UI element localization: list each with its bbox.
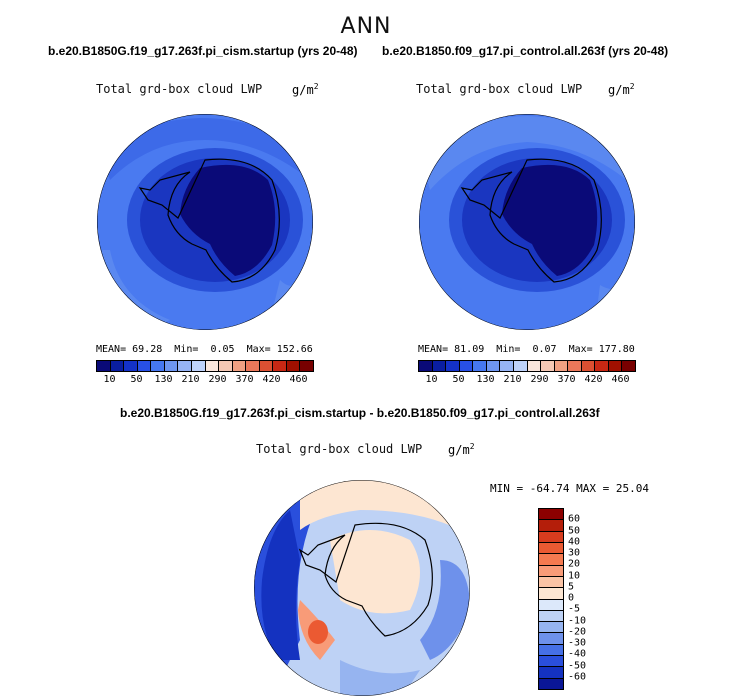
colorbar-swatch [539,644,563,657]
colorbar-swatch [486,361,501,371]
colorbar-swatch [568,361,582,371]
colorbar-swatch [246,361,260,371]
colorbar-swatch [539,599,563,611]
colorbar-swatch [539,667,563,679]
colorbar-label: -50 [568,660,587,671]
panel1-variable: Total grd-box cloud LWP [96,82,263,96]
colorbar-label: 0 [568,592,575,604]
colorbar-label: 370 [235,374,254,385]
colorbar-swatch [164,361,179,371]
colorbar-swatch [539,554,563,566]
panel2-variable: Total grd-box cloud LWP [416,82,583,96]
figure-title: ANN [340,14,392,39]
colorbar-label: 30 [568,547,581,559]
colorbar-swatch [419,361,433,371]
colorbar-swatch [137,361,152,371]
colorbar-swatch [539,678,563,689]
colorbar-swatch [205,361,220,371]
colorbar-label: 370 [557,374,576,385]
colorbar-swatch [110,361,125,371]
colorbar-swatch [539,656,563,668]
colorbar-label: -10 [568,615,587,626]
colorbar-label: 210 [181,374,200,385]
colorbar-swatch [232,361,247,371]
panel2-polar-map [419,114,635,330]
colorbar-label: 10 [568,570,581,581]
colorbar-swatch [539,610,563,623]
colorbar-label: -60 [568,671,587,683]
colorbar-swatch [259,361,274,371]
colorbar-swatch [539,509,563,521]
colorbar-swatch [539,633,563,645]
colorbar-swatch [513,361,528,371]
colorbar-label: 210 [503,374,522,385]
colorbar-label: -5 [568,603,581,615]
panel3-colorbar [538,508,564,690]
colorbar-label: 290 [208,374,227,385]
colorbar-swatch [273,361,287,371]
colorbar-label: 130 [476,374,495,385]
colorbar-swatch [151,361,165,371]
colorbar-swatch [446,361,460,371]
colorbar-label: 5 [568,581,575,593]
colorbar-swatch [527,361,542,371]
colorbar-swatch [581,361,596,371]
colorbar-label: 60 [568,513,581,525]
colorbar-swatch [554,361,569,371]
colorbar-swatch [459,361,474,371]
colorbar-swatch [539,531,563,543]
panel3-variable: Total grd-box cloud LWP [256,442,423,456]
colorbar-label: 460 [611,374,630,385]
colorbar-swatch [219,361,233,371]
panel1-polar-map [97,114,313,330]
colorbar-label: -30 [568,637,587,649]
colorbar-label: 10 [425,374,438,385]
panel1-colorbar [96,360,314,372]
colorbar-swatch [539,576,563,589]
colorbar-swatch [539,542,563,555]
colorbar-swatch [539,622,563,634]
panel1-stats: MEAN= 69.28 Min= 0.05 Max= 152.66 [96,344,313,355]
colorbar-swatch [595,361,609,371]
panel3-case-title: b.e20.B1850G.f19_g17.263f.pi_cism.startu… [120,406,600,420]
colorbar-swatch [500,361,514,371]
colorbar-label: 20 [568,558,581,570]
colorbar-label: -40 [568,648,587,660]
panel1-units: g/m2 [292,82,319,97]
colorbar-swatch [622,361,635,371]
colorbar-label: 420 [262,374,281,385]
colorbar-swatch [473,361,487,371]
colorbar-label: 10 [103,374,116,385]
panel2-stats: MEAN= 81.09 Min= 0.07 Max= 177.80 [418,344,635,355]
panel2-case-title: b.e20.B1850.f09_g17.pi_control.all.263f … [382,44,669,58]
colorbar-label: 40 [568,536,581,548]
colorbar-swatch [539,565,563,577]
colorbar-label: 290 [530,374,549,385]
colorbar-label: 50 [568,525,581,536]
colorbar-swatch [286,361,301,371]
colorbar-swatch [300,361,313,371]
panel3-polar-map [254,480,470,696]
colorbar-label: 50 [130,374,143,385]
panel2-colorbar [418,360,636,372]
colorbar-label: 130 [154,374,173,385]
colorbar-label: -20 [568,626,587,638]
colorbar-swatch [539,588,563,600]
colorbar-swatch [539,520,563,532]
colorbar-swatch [608,361,623,371]
panel3-minmax: MIN = -64.74 MAX = 25.04 [490,482,649,495]
colorbar-label: 460 [289,374,308,385]
colorbar-swatch [97,361,111,371]
colorbar-swatch [541,361,555,371]
colorbar-swatch [124,361,138,371]
colorbar-swatch [432,361,447,371]
colorbar-label: 420 [584,374,603,385]
panel1-case-title: b.e20.B1850G.f19_g17.263f.pi_cism.startu… [48,44,358,58]
colorbar-label: 50 [452,374,465,385]
colorbar-swatch [191,361,206,371]
panel2-units: g/m2 [608,82,635,97]
panel3-units: g/m2 [448,442,475,457]
colorbar-swatch [178,361,192,371]
